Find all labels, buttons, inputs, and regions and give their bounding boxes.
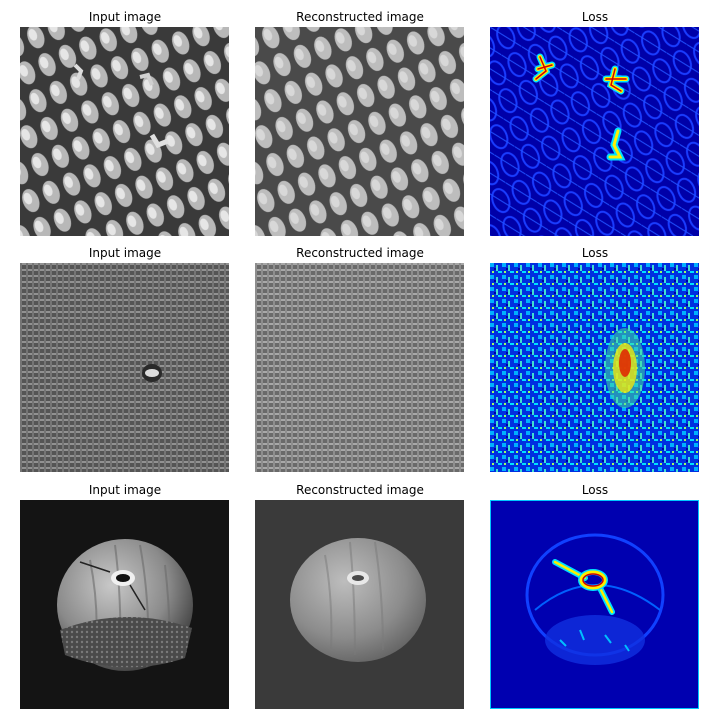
panel-title-input: Input image xyxy=(88,10,162,24)
panel-title-loss: Loss xyxy=(581,10,609,24)
panel-title-input: Input image xyxy=(88,246,162,260)
panel-title-input: Input image xyxy=(88,483,162,497)
carpet-input-image xyxy=(20,263,229,472)
hazelnut-input-image xyxy=(20,500,229,709)
grid-reconstructed-image xyxy=(255,27,464,236)
panel-title-reconstructed: Reconstructed image xyxy=(296,10,424,24)
loss-hotspot xyxy=(605,328,645,408)
panel-title-reconstructed: Reconstructed image xyxy=(296,483,424,497)
carpet-reconstructed-image xyxy=(255,263,464,472)
grid-input-image xyxy=(20,27,229,236)
loss-hotspot xyxy=(532,53,630,161)
carpet-loss-map xyxy=(490,263,699,472)
grid-loss-map xyxy=(490,27,699,236)
hazelnut-reconstructed-image xyxy=(255,500,464,709)
panel-title-loss: Loss xyxy=(581,483,609,497)
panel-title-reconstructed: Reconstructed image xyxy=(296,246,424,260)
panel-title-loss: Loss xyxy=(581,246,609,260)
loss-hotspot xyxy=(552,559,615,615)
hazelnut-loss-map xyxy=(490,500,699,709)
